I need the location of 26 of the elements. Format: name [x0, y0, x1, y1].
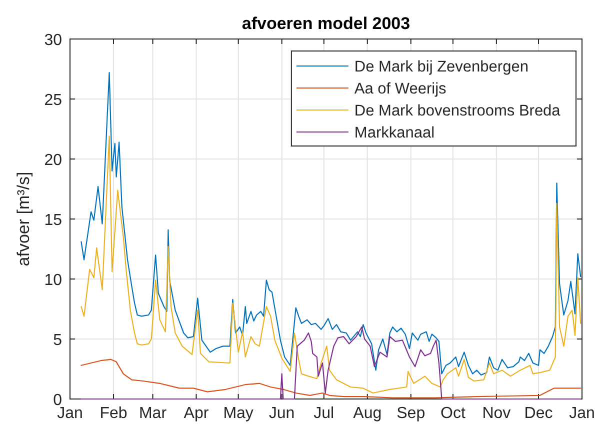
y-tick-label: 10 [44, 272, 62, 289]
x-tick-label: Jan [569, 405, 595, 422]
x-tick-label: Aug [353, 405, 382, 422]
y-tick-label: 5 [53, 332, 62, 349]
y-axis-title: afvoer [m³/s] [14, 172, 33, 266]
legend-label: Markkanaal [354, 124, 435, 142]
x-tick-label: Jun [268, 405, 295, 422]
x-tick-label: Sep [396, 405, 426, 422]
y-tick-label: 30 [44, 32, 62, 49]
chart-title: afvoeren model 2003 [242, 14, 410, 33]
x-tick-label: Dec [524, 405, 553, 422]
x-tick-label: Feb [100, 405, 128, 422]
legend-label: Aa of Weerijs [354, 80, 447, 98]
x-tick-label: Mar [138, 405, 168, 422]
x-tick-label: Nov [482, 405, 511, 422]
x-tick-label: Oct [440, 405, 466, 422]
line-series [80, 358, 582, 398]
legend-label: De Mark bij Zevenbergen [354, 58, 528, 76]
y-tick-label: 25 [44, 92, 62, 109]
x-tick-label: Jul [314, 405, 334, 422]
legend-label: De Mark bovenstrooms Breda [354, 102, 561, 120]
line-series [80, 326, 582, 400]
x-tick-label: Apr [184, 405, 210, 422]
y-tick-label: 15 [44, 212, 62, 229]
x-tick-label: May [223, 405, 254, 422]
y-tick-label: 20 [44, 152, 62, 169]
